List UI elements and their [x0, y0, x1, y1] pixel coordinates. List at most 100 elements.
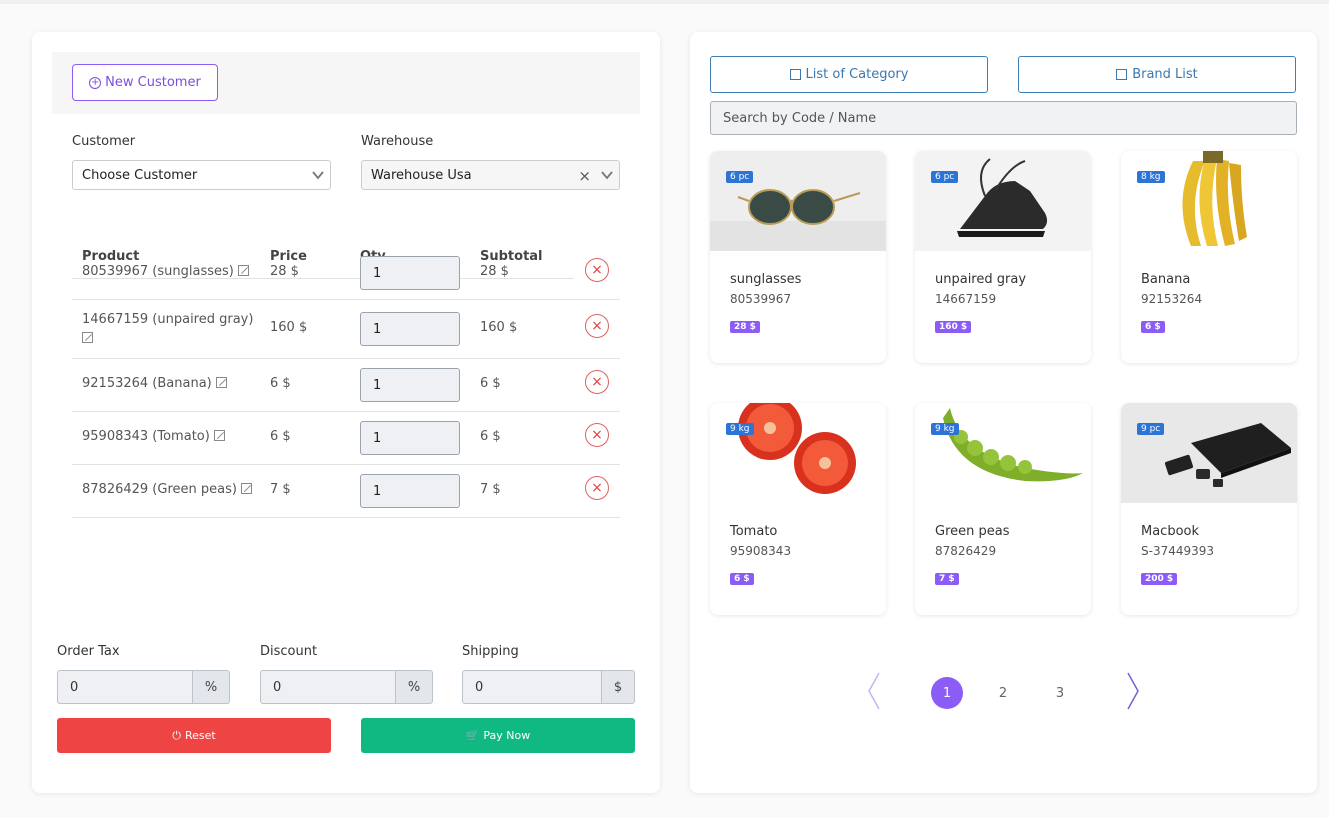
plus-circle-icon: +: [89, 76, 102, 89]
row-divider: [72, 358, 620, 359]
column-subtotal: Subtotal: [480, 249, 543, 264]
product-card[interactable]: 9 pc Macbook S-37449393 200 $: [1121, 403, 1297, 615]
table-row: 92153264 (Banana): [82, 376, 227, 391]
peas-image: [915, 403, 1091, 503]
edit-icon[interactable]: [213, 430, 225, 441]
product-card[interactable]: 6 pc sunglasses 80539967 28 $: [710, 151, 886, 363]
discount-group: 0 %: [260, 670, 433, 704]
product-name: 14667159 (unpaired gray): [82, 312, 254, 327]
brand-list-button[interactable]: Brand List: [1018, 56, 1296, 93]
remove-icon[interactable]: ×: [585, 314, 609, 338]
stock-badge: 9 pc: [1137, 423, 1165, 435]
category-list-button[interactable]: List of Category: [710, 56, 988, 93]
edit-icon[interactable]: [240, 483, 252, 494]
product-card[interactable]: 6 pc unpaired gray 14667159 160 $: [915, 151, 1091, 363]
row-price: 28 $: [270, 264, 299, 279]
price-badge: 28 $: [730, 321, 760, 333]
customer-select[interactable]: Choose Customer: [72, 160, 331, 190]
table-row: 80539967 (sunglasses): [82, 264, 249, 279]
edit-icon[interactable]: [215, 377, 227, 388]
chevron-down-icon: [312, 171, 324, 180]
cart-icon: 🛒: [465, 729, 480, 742]
product-name: 80539967 (sunglasses): [82, 264, 234, 279]
row-divider: [72, 464, 620, 465]
shipping-input[interactable]: 0: [462, 670, 601, 704]
product-name: Macbook: [1141, 524, 1200, 539]
row-divider: [72, 517, 620, 518]
header-divider: [72, 278, 574, 279]
table-row: 14667159 (unpaired gray): [82, 310, 257, 348]
order-tax-input[interactable]: 0: [57, 670, 192, 704]
tomato-image: [710, 403, 886, 503]
shoe-image: [915, 151, 1091, 251]
remove-icon[interactable]: ×: [585, 370, 609, 394]
page-1[interactable]: 1: [931, 677, 963, 709]
shipping-suffix: $: [601, 670, 635, 704]
search-input[interactable]: Search by Code / Name: [710, 101, 1297, 135]
quantity-input[interactable]: 1: [360, 312, 460, 346]
price-badge: 6 $: [1141, 321, 1165, 333]
chevron-left-icon[interactable]: [866, 672, 882, 710]
remove-icon[interactable]: ×: [585, 423, 609, 447]
product-code: 80539967: [730, 292, 792, 306]
pay-now-button[interactable]: 🛒 Pay Now: [361, 718, 635, 753]
reset-button[interactable]: ⏻ Reset: [57, 718, 331, 753]
stock-badge: 6 pc: [931, 171, 959, 183]
product-name: Banana: [1141, 272, 1191, 287]
clear-icon[interactable]: ×: [578, 167, 591, 185]
row-subtotal: 6 $: [480, 429, 501, 444]
product-name: 95908343 (Tomato): [82, 429, 210, 444]
row-divider: [72, 299, 620, 300]
quantity-input[interactable]: 1: [360, 474, 460, 508]
product-card[interactable]: 9 kg Tomato 95908343 6 $: [710, 403, 886, 615]
remove-icon[interactable]: ×: [585, 476, 609, 500]
row-subtotal: 160 $: [480, 320, 518, 335]
window-icon: [789, 69, 801, 80]
discount-suffix: %: [395, 670, 433, 704]
top-bar: [0, 0, 1329, 4]
page-3[interactable]: 3: [1055, 685, 1065, 701]
product-code: 87826429: [935, 544, 997, 558]
row-price: 6 $: [270, 429, 291, 444]
chevron-right-icon[interactable]: [1125, 672, 1141, 710]
row-subtotal: 7 $: [480, 482, 501, 497]
new-customer-button[interactable]: + New Customer: [72, 64, 218, 101]
column-price: Price: [270, 249, 307, 264]
product-name: Tomato: [730, 524, 778, 539]
edit-icon[interactable]: [237, 265, 249, 276]
page-2[interactable]: 2: [998, 685, 1008, 701]
row-price: 7 $: [270, 482, 291, 497]
product-name: Green peas: [935, 524, 1010, 539]
row-price: 160 $: [270, 320, 308, 335]
discount-input[interactable]: 0: [260, 670, 395, 704]
quantity-input[interactable]: 1: [360, 421, 460, 455]
price-badge: 200 $: [1141, 573, 1178, 585]
table-row: 95908343 (Tomato): [82, 429, 225, 444]
products-panel: List of Category Brand List Search by Co…: [690, 32, 1317, 793]
product-code: 14667159: [935, 292, 997, 306]
product-name: 87826429 (Green peas): [82, 482, 237, 497]
product-name: 92153264 (Banana): [82, 376, 212, 391]
stock-badge: 9 kg: [726, 423, 754, 435]
price-badge: 160 $: [935, 321, 972, 333]
power-icon: ⏻: [172, 728, 181, 742]
quantity-input[interactable]: 1: [360, 368, 460, 402]
product-card[interactable]: 8 kg Banana 92153264 6 $: [1121, 151, 1297, 363]
warehouse-select[interactable]: Warehouse Usa ×: [361, 160, 620, 190]
product-card[interactable]: 9 kg Green peas 87826429 7 $: [915, 403, 1091, 615]
remove-icon[interactable]: ×: [585, 258, 609, 282]
price-badge: 6 $: [730, 573, 754, 585]
column-product: Product: [82, 249, 140, 264]
cart-header: + New Customer: [52, 52, 640, 114]
book-icon: [1116, 69, 1128, 80]
row-price: 6 $: [270, 376, 291, 391]
stock-badge: 6 pc: [726, 171, 754, 183]
table-row: 87826429 (Green peas): [82, 482, 252, 497]
discount-label: Discount: [260, 644, 318, 659]
order-tax-label: Order Tax: [57, 644, 120, 659]
quantity-input[interactable]: 1: [360, 256, 460, 290]
row-divider: [72, 411, 620, 412]
sunglasses-image: [710, 151, 886, 251]
edit-icon[interactable]: [82, 332, 93, 343]
cart-panel: + New Customer Customer Choose Customer …: [32, 32, 660, 793]
